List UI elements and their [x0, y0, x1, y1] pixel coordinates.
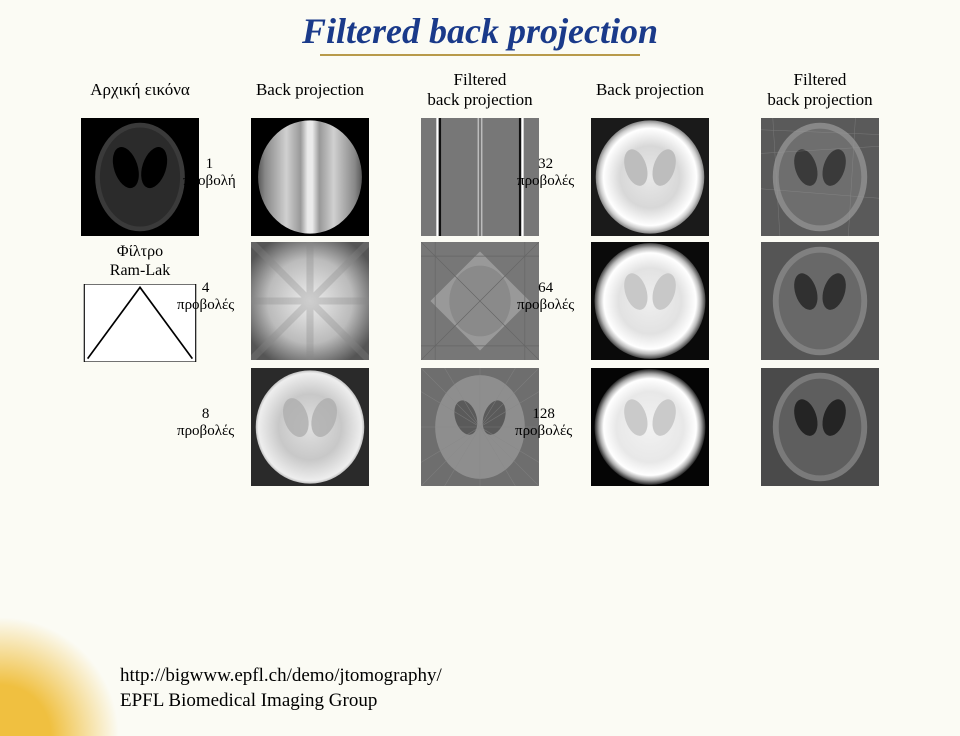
- label-fbp2-l1: Filtered: [794, 70, 847, 90]
- bp4-icon: [251, 242, 369, 360]
- lbl-128proj-n: 128: [515, 406, 572, 423]
- lbl-filter-1: Φίλτρο: [110, 242, 170, 261]
- label-original: Αρχική εικόνα: [90, 68, 190, 112]
- lbl-4proj-t: προβολές: [177, 297, 234, 314]
- label-fbp1-l2: back projection: [427, 90, 532, 110]
- r3c4: 128 προβολές: [565, 368, 735, 486]
- lbl-8proj-t: προβολές: [177, 423, 234, 440]
- page-title: Filtered back projection: [0, 10, 960, 52]
- lbl-128proj: 128 προβολές: [515, 406, 572, 439]
- label-fbp2: Filtered back projection: [767, 68, 872, 112]
- footer-text: EPFL Biomedical Imaging Group: [120, 688, 442, 714]
- lbl-128proj-t: προβολές: [515, 423, 572, 440]
- label-bp1: Back projection: [256, 68, 364, 112]
- lbl-1proj-t: προβολή: [183, 173, 236, 190]
- lbl-8proj: 8 προβολές: [177, 406, 234, 439]
- phantom-icon: [81, 118, 199, 236]
- header-col5: Filtered back projection: [735, 68, 905, 112]
- corner-accent-icon: [0, 616, 120, 736]
- label-fbp1-l1: Filtered: [454, 70, 507, 90]
- bp64-icon: [591, 242, 709, 360]
- r1c2: 1 προβολή: [225, 118, 395, 236]
- header-col1: Αρχική εικόνα: [55, 68, 225, 112]
- lbl-32proj: 32 προβολές: [517, 156, 574, 189]
- r3c5: [735, 368, 905, 486]
- title-underline: [320, 54, 640, 56]
- r2c4: 64 προβολές: [565, 242, 735, 360]
- lbl-4proj: 4 προβολές: [177, 280, 234, 313]
- header-col2: Back projection: [225, 68, 395, 112]
- footer: http://bigwww.epfl.ch/demo/jtomography/ …: [120, 663, 442, 714]
- lbl-8proj-n: 8: [177, 406, 234, 423]
- fbp128-icon: [761, 368, 879, 486]
- r1c5: [735, 118, 905, 236]
- r1c4: 32 προβολές: [565, 118, 735, 236]
- r3c2: 8 προβολές: [225, 368, 395, 486]
- row1: 1 προβολή 32 προβολές: [0, 118, 960, 236]
- lbl-64proj: 64 προβολές: [517, 280, 574, 313]
- lbl-32proj-n: 32: [517, 156, 574, 173]
- bp1-icon: [251, 118, 369, 236]
- row3: 8 προβολές: [0, 368, 960, 486]
- lbl-filter: Φίλτρο Ram-Lak: [110, 242, 170, 280]
- r2c5: [735, 242, 905, 360]
- header-col3: Filtered back projection: [395, 68, 565, 112]
- label-fbp2-l2: back projection: [767, 90, 872, 110]
- lbl-1proj-n: 1: [183, 156, 236, 173]
- fbp64-icon: [761, 242, 879, 360]
- bp32-icon: [591, 118, 709, 236]
- lbl-64proj-t: προβολές: [517, 297, 574, 314]
- label-bp2: Back projection: [596, 68, 704, 112]
- bp128-icon: [591, 368, 709, 486]
- lbl-4proj-n: 4: [177, 280, 234, 297]
- header-row: Αρχική εικόνα Back projection Filtered b…: [0, 68, 960, 112]
- bp8-icon: [251, 368, 369, 486]
- lbl-1proj: 1 προβολή: [183, 156, 236, 189]
- header-col4: Back projection: [565, 68, 735, 112]
- lbl-filter-2: Ram-Lak: [110, 261, 170, 280]
- r2c2: 4 προβολές: [225, 242, 395, 360]
- lbl-32proj-t: προβολές: [517, 173, 574, 190]
- lbl-64proj-n: 64: [517, 280, 574, 297]
- label-fbp1: Filtered back projection: [427, 68, 532, 112]
- fbp32-icon: [761, 118, 879, 236]
- row2: Φίλτρο Ram-Lak 4 προβολές: [0, 242, 960, 362]
- footer-url[interactable]: http://bigwww.epfl.ch/demo/jtomography/: [120, 663, 442, 689]
